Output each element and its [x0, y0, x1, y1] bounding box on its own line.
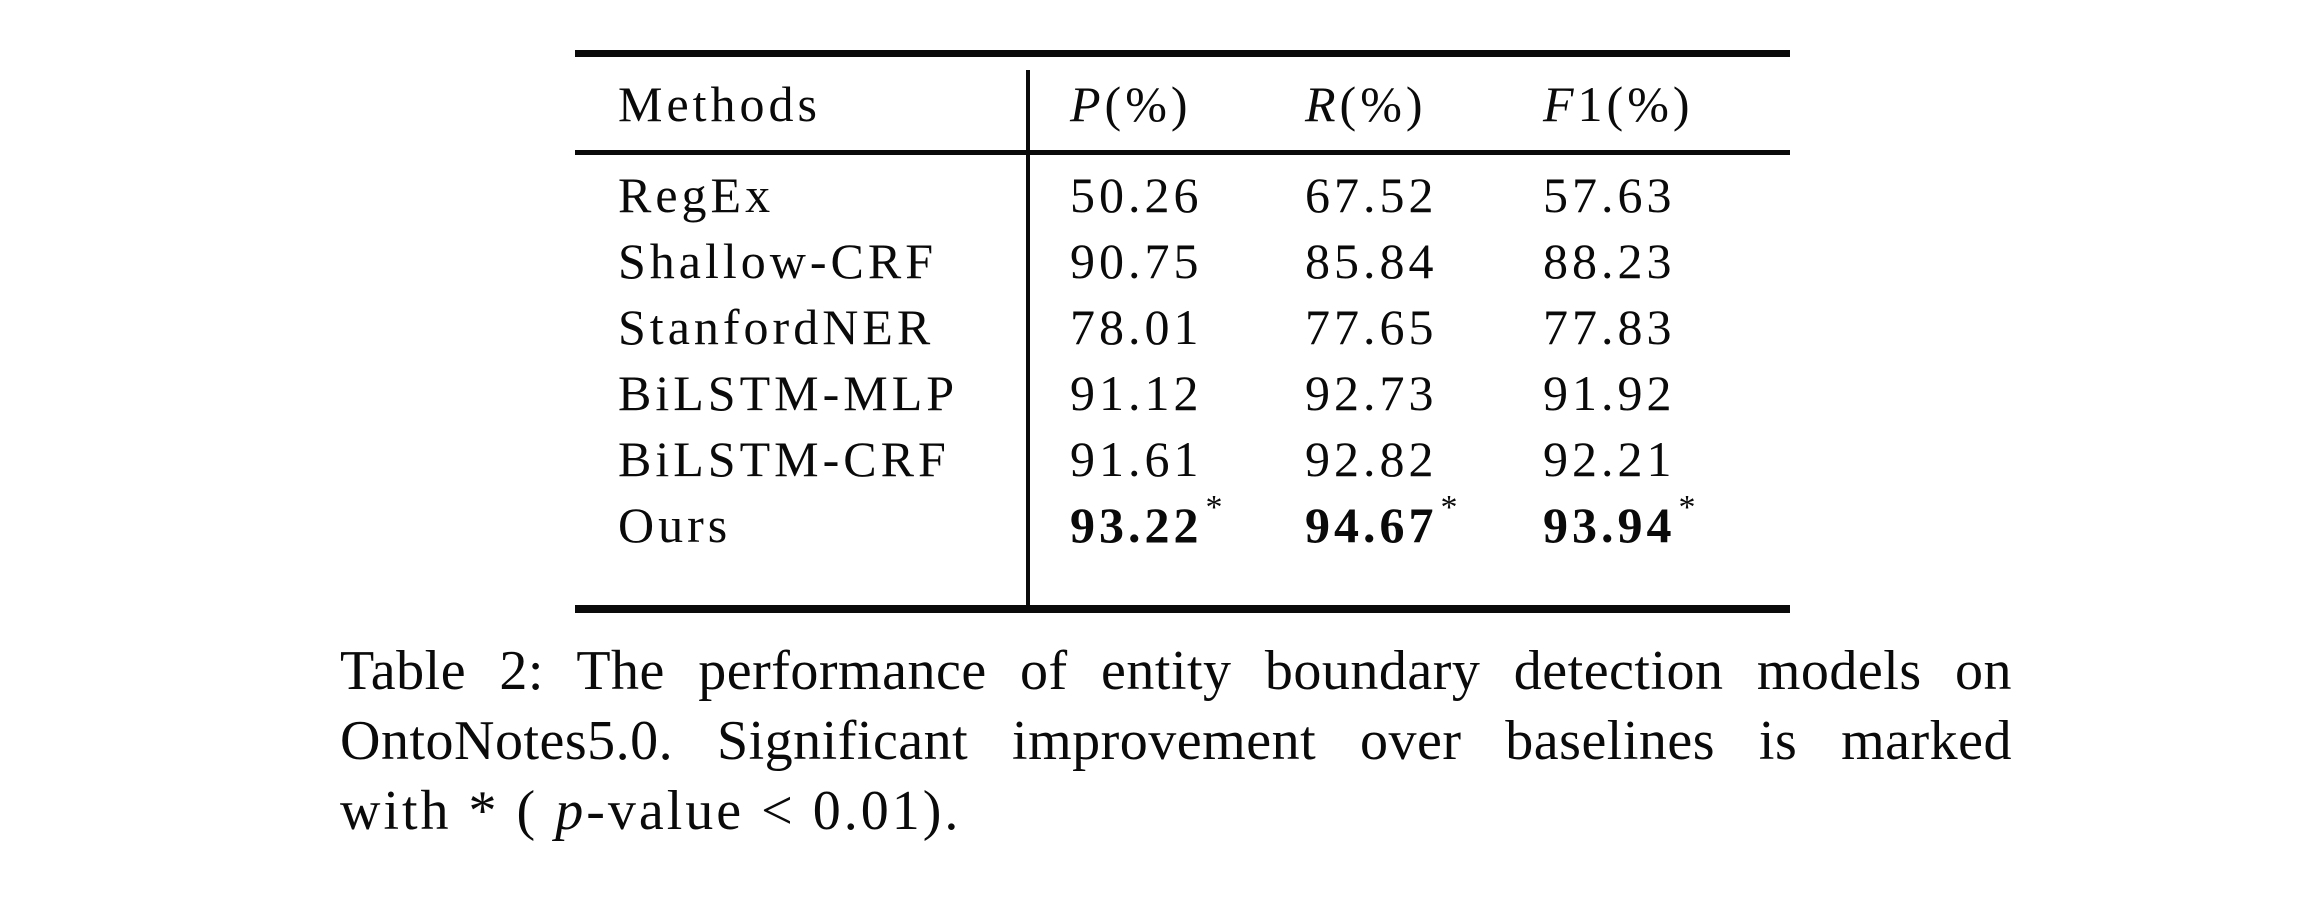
- f1-unit: 1(%): [1577, 75, 1694, 132]
- significance-star: *: [1678, 489, 1696, 527]
- column-header-precision: P(%): [1028, 75, 1305, 133]
- precision-value-cell: 91.12: [1070, 365, 1203, 421]
- column-header-f1: F1(%): [1543, 75, 1790, 133]
- table-row: BiLSTM-CRF 91.61 92.82 92.21: [575, 426, 1790, 492]
- f1-value-cell: 93.94*: [1543, 489, 1696, 553]
- method-name-cell: Shallow-CRF: [618, 233, 938, 289]
- f1-symbol: F: [1543, 75, 1578, 132]
- recall-value-cell: 77.65: [1305, 299, 1438, 355]
- method-name-cell: BiLSTM-MLP: [618, 365, 959, 421]
- recall-value-cell: 85.84: [1305, 233, 1438, 289]
- precision-value-cell: 91.61: [1070, 431, 1203, 487]
- caption-line-3: with * ( p-value < 0.01).: [340, 776, 2012, 846]
- precision-value-cell: 50.26: [1070, 167, 1203, 223]
- caption-line-3-pre: with * (: [340, 780, 556, 842]
- table-row: Shallow-CRF 90.75 85.84 88.23: [575, 228, 1790, 294]
- column-header-methods: Methods: [618, 75, 821, 132]
- method-name-cell: StanfordNER: [618, 299, 935, 355]
- f1-value-cell: 88.23: [1543, 233, 1676, 289]
- table-caption: Table 2: The performance of entity bound…: [340, 636, 2012, 846]
- f1-value-cell: 92.21: [1543, 431, 1676, 487]
- f1-value-cell: 77.83: [1543, 299, 1676, 355]
- method-name-cell: Ours: [618, 497, 732, 553]
- header-separator-rule: [575, 150, 1790, 155]
- precision-value-cell: 93.22*: [1070, 489, 1223, 553]
- precision-symbol: P: [1070, 75, 1105, 132]
- f1-value-cell: 57.63: [1543, 167, 1676, 223]
- table-header-row: Methods P(%) R(%) F1(%): [575, 57, 1790, 150]
- table-row: BiLSTM-MLP 91.12 92.73 91.92: [575, 360, 1790, 426]
- caption-line-1: Table 2: The performance of entity bound…: [340, 640, 2012, 702]
- recall-value-cell: 92.82: [1305, 431, 1438, 487]
- significance-star: *: [1440, 489, 1458, 527]
- recall-value-cell: 67.52: [1305, 167, 1438, 223]
- results-table: Methods P(%) R(%) F1(%) RegEx 50.26 67.52 5…: [575, 50, 1790, 613]
- column-divider-rule: [1026, 70, 1030, 605]
- table-row: StanfordNER 78.01 77.65 77.83: [575, 294, 1790, 360]
- significance-star: *: [1205, 489, 1223, 527]
- table-row: RegEx 50.26 67.52 57.63: [575, 162, 1790, 228]
- caption-line-3-post: -value < 0.01).: [586, 780, 962, 842]
- recall-unit: (%): [1339, 75, 1427, 132]
- f1-value-cell: 91.92: [1543, 365, 1676, 421]
- recall-value-cell: 92.73: [1305, 365, 1438, 421]
- caption-p-symbol: p: [555, 780, 587, 842]
- column-header-recall: R(%): [1305, 75, 1543, 133]
- recall-symbol: R: [1305, 75, 1340, 132]
- table-row: Ours 93.22* 94.67* 93.94*: [575, 489, 1790, 558]
- precision-value-cell: 90.75: [1070, 233, 1203, 289]
- precision-unit: (%): [1104, 75, 1192, 132]
- caption-line-2: OntoNotes5.0. Significant improvement ov…: [340, 710, 2012, 772]
- precision-value-cell: 78.01: [1070, 299, 1203, 355]
- table-body: RegEx 50.26 67.52 57.63 Shallow-CRF 90.75 85.8…: [575, 155, 1790, 605]
- method-name-cell: BiLSTM-CRF: [618, 431, 950, 487]
- method-name-cell: RegEx: [618, 167, 775, 223]
- recall-value-cell: 94.67*: [1305, 489, 1458, 553]
